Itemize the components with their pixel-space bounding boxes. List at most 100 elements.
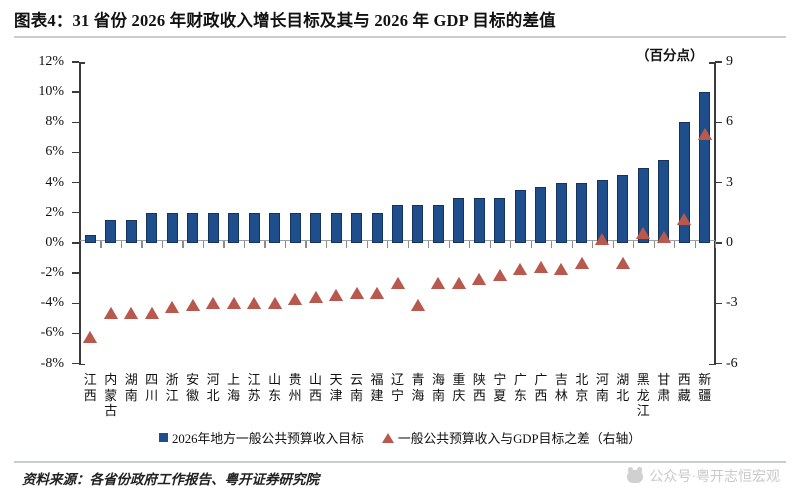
x-axis-tick (366, 240, 368, 248)
marker-陕西 (472, 273, 487, 286)
x-axis-label-湖北: 湖北 (616, 372, 630, 403)
x-axis-tick (633, 240, 635, 248)
x-axis-tick (674, 240, 676, 248)
x-axis-label-贵州: 贵州 (288, 372, 302, 403)
right-axis-tick-label: 0 (726, 234, 733, 250)
x-axis-label-陕西: 陕西 (472, 372, 486, 403)
bar-天津 (330, 212, 342, 243)
x-axis-tick (346, 240, 348, 248)
x-axis-tick (141, 240, 143, 248)
x-axis-label-安徽: 安徽 (186, 372, 200, 403)
marker-江西 (83, 331, 98, 344)
left-axis-tick-label: 12% (38, 54, 64, 69)
left-axis-tick-label: 0% (45, 234, 64, 250)
x-axis-label-河北: 河北 (206, 372, 220, 403)
bar-陕西 (473, 197, 485, 243)
right-axis-tick (715, 61, 722, 63)
marker-江苏 (247, 297, 262, 310)
x-axis-label-天津: 天津 (329, 372, 343, 403)
marker-贵州 (288, 293, 303, 306)
left-axis-tick-label: 2% (45, 204, 64, 220)
x-axis-label-重庆: 重庆 (452, 372, 466, 403)
x-axis-label-青海: 青海 (411, 372, 425, 403)
right-axis-tick-label: -3 (726, 295, 738, 311)
x-axis-labels: 江西 内蒙古 湖南 四川 浙江 安徽 河北 上海 江苏 山东 贵州 山西 天津 云南 福建 辽宁 青海 海南 重庆陕… (0, 372, 800, 424)
bar-贵州 (289, 212, 301, 243)
bar-江苏 (248, 212, 260, 243)
marker-吉林 (554, 263, 569, 276)
x-axis-tick (325, 240, 327, 248)
right-axis-tick (715, 302, 722, 304)
left-axis-tick (72, 332, 79, 335)
marker-广西 (533, 261, 548, 274)
marker-新疆 (697, 128, 712, 141)
right-axis-line (714, 62, 716, 365)
legend-label-bars: 2026年地方一般公共预算收入目标 (171, 432, 364, 446)
bar-重庆 (453, 197, 465, 243)
x-axis-tick (592, 240, 594, 248)
marker-山西 (308, 291, 323, 304)
bar-四川 (146, 212, 158, 243)
x-axis-tick (161, 240, 164, 248)
x-axis-tick (284, 240, 287, 248)
bar-河北 (207, 212, 219, 243)
left-axis-tick-label: -6% (40, 325, 64, 341)
left-axis-cap-bottom (79, 363, 85, 366)
legend-item-bars[interactable]: 2026年地方一般公共预算收入目标 (158, 428, 364, 447)
bar-辽宁 (392, 205, 403, 243)
bar-上海 (228, 212, 240, 243)
x-axis-label-湖南: 湖南 (124, 372, 138, 403)
x-axis-tick (530, 240, 532, 248)
x-axis-label-广西: 广西 (534, 372, 548, 403)
marker-甘肃 (656, 230, 671, 243)
x-axis-label-上海: 上海 (227, 372, 241, 403)
x-axis-label-西藏: 西藏 (677, 372, 691, 403)
marker-湖北 (615, 257, 630, 270)
x-axis-tick (469, 240, 471, 248)
marker-湖南 (124, 307, 139, 320)
right-axis-tick (715, 242, 722, 244)
x-axis-tick (407, 240, 409, 248)
bar-江西 (84, 235, 96, 243)
x-axis-tick (448, 240, 450, 248)
x-axis-label-吉林: 吉林 (554, 372, 568, 403)
x-axis-label-山东: 山东 (268, 372, 282, 403)
x-axis-label-江西: 江西 (83, 372, 97, 403)
left-axis-tick (72, 91, 79, 93)
x-axis-label-山西: 山西 (309, 372, 323, 403)
marker-广东 (513, 263, 528, 276)
x-axis-tick (653, 240, 655, 248)
marker-海南 (431, 277, 446, 290)
left-axis-tick (72, 362, 79, 365)
left-axis-tick (72, 272, 79, 274)
marker-重庆 (451, 277, 466, 290)
marker-河南 (595, 232, 610, 245)
marker-天津 (329, 289, 344, 302)
marker-黑龙江 (636, 226, 651, 239)
bar-湖南 (125, 220, 137, 243)
legend-item-markers[interactable]: 一般公共预算收入与GDP目标之差（右轴） (381, 428, 641, 447)
x-axis-tick (120, 240, 123, 248)
marker-北京 (574, 257, 589, 270)
footer-divider (14, 461, 786, 463)
x-axis-label-广东: 广东 (513, 372, 527, 403)
x-axis-label-甘肃: 甘肃 (657, 372, 671, 403)
left-axis-tick (72, 302, 79, 304)
marker-山东 (267, 297, 282, 310)
left-axis-tick (72, 212, 79, 214)
x-axis-tick (243, 240, 246, 248)
x-axis-label-辽宁: 辽宁 (390, 372, 404, 403)
left-axis-tick-label: 4% (45, 174, 64, 190)
left-axis-tick-label: -4% (40, 295, 64, 311)
x-axis-tick (551, 240, 553, 248)
marker-福建 (370, 287, 385, 300)
x-axis-label-海南: 海南 (431, 372, 445, 403)
left-axis-tick-label: 10% (38, 84, 64, 100)
left-axis-tick (72, 61, 79, 63)
x-axis-tick (305, 240, 307, 248)
left-axis-tick (72, 121, 79, 123)
right-axis-tick-label: 3 (726, 174, 733, 190)
bar-内蒙古 (105, 220, 117, 243)
bar-黑龙江 (637, 167, 649, 243)
